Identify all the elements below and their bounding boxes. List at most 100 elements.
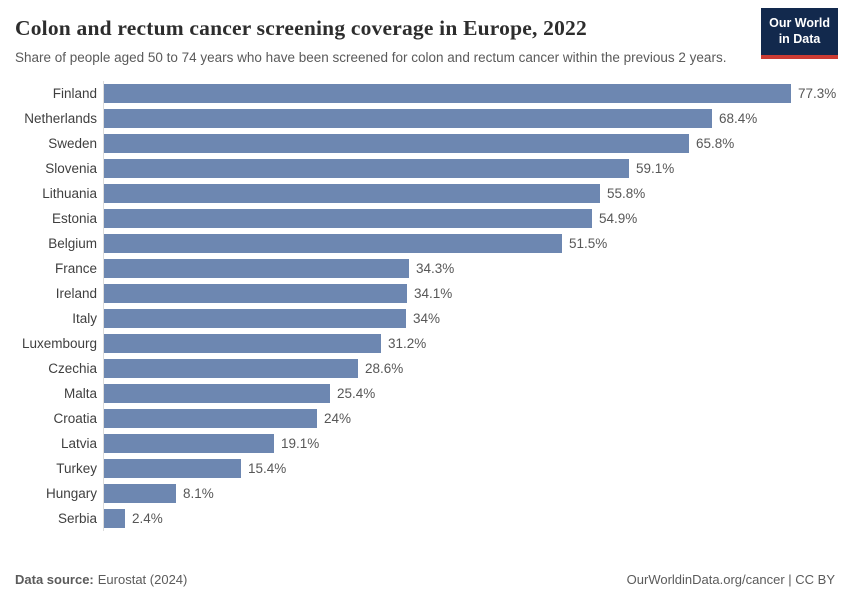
bar-track: 68.4% <box>103 106 835 132</box>
bar[interactable] <box>104 409 317 429</box>
bar-track: 15.4% <box>103 456 835 482</box>
value-label: 54.9% <box>599 211 638 227</box>
bar[interactable] <box>104 309 406 329</box>
footer-attribution: OurWorldinData.org/cancer | CC BY <box>627 572 835 587</box>
bar[interactable] <box>104 359 358 379</box>
chart-row: Croatia 24% <box>15 406 835 432</box>
value-label: 59.1% <box>636 161 675 177</box>
bar-track: 34.1% <box>103 281 835 307</box>
bar[interactable] <box>104 384 330 404</box>
chart-row: Estonia 54.9% <box>15 206 835 232</box>
data-source-value: Eurostat (2024) <box>97 572 188 587</box>
license-label: CC BY <box>795 572 835 587</box>
chart-row: Turkey 15.4% <box>15 456 835 482</box>
owid-url-link[interactable]: OurWorldinData.org/cancer <box>626 572 785 587</box>
owid-logo[interactable]: Our World in Data <box>761 8 838 59</box>
bar[interactable] <box>104 84 791 104</box>
bar[interactable] <box>104 134 689 154</box>
country-label: Luxembourg <box>21 336 97 352</box>
value-label: 34% <box>413 311 441 327</box>
chart-row: Serbia 2.4% <box>15 506 835 532</box>
country-label: Estonia <box>51 211 97 227</box>
bar[interactable] <box>104 434 274 454</box>
value-label: 25.4% <box>337 386 376 402</box>
value-label: 51.5% <box>569 236 608 252</box>
country-label: Hungary <box>45 486 97 502</box>
bar-track: 24% <box>103 406 835 432</box>
bar[interactable] <box>104 184 600 204</box>
value-label: 65.8% <box>696 136 735 152</box>
owid-logo-line2: in Data <box>778 32 821 47</box>
chart-row: Sweden 65.8% <box>15 131 835 157</box>
chart-footer: Data source: Eurostat (2024) OurWorldinDa… <box>15 572 835 587</box>
chart-rows: Finland 77.3% Netherlands 68.4% Sweden 65.8% S… <box>15 81 837 532</box>
bar-chart: Finland 77.3% Netherlands 68.4% Sweden 65.8% S… <box>0 81 850 532</box>
country-label: Czechia <box>48 361 97 377</box>
bar[interactable] <box>104 509 125 529</box>
bar[interactable] <box>104 259 409 279</box>
bar-track: 51.5% <box>103 231 835 257</box>
value-label: 28.6% <box>365 361 404 377</box>
bar[interactable] <box>104 159 629 179</box>
bar-track: 59.1% <box>103 156 835 182</box>
value-label: 68.4% <box>719 111 758 127</box>
data-source-label: Data source: <box>15 572 94 587</box>
bar[interactable] <box>104 484 176 504</box>
bar-track: 54.9% <box>103 206 835 232</box>
bar[interactable] <box>104 109 712 129</box>
data-source: Data source: Eurostat (2024) <box>15 572 187 587</box>
chart-row: Lithuania 55.8% <box>15 181 835 207</box>
chart-row: Netherlands 68.4% <box>15 106 835 132</box>
country-label: Slovenia <box>45 161 97 177</box>
bar[interactable] <box>104 234 562 254</box>
country-label: Belgium <box>48 236 97 252</box>
chart-header: Colon and rectum cancer screening covera… <box>0 0 850 67</box>
owid-logo-line1: Our World <box>769 16 830 30</box>
bar[interactable] <box>104 284 407 304</box>
value-label: 2.4% <box>132 511 163 527</box>
bar-track: 77.3% <box>103 81 837 107</box>
bar-track: 34% <box>103 306 835 332</box>
country-label: Latvia <box>60 436 97 452</box>
bar[interactable] <box>104 209 592 229</box>
bar-track: 65.8% <box>103 131 835 157</box>
bar-track: 31.2% <box>103 331 835 357</box>
bar-track: 8.1% <box>103 481 835 507</box>
country-label: Finland <box>52 86 97 102</box>
chart-row: Malta 25.4% <box>15 381 835 407</box>
country-label: Serbia <box>57 511 97 527</box>
chart-row: Finland 77.3% <box>15 81 837 107</box>
bar[interactable] <box>104 459 241 479</box>
bar-track: 25.4% <box>103 381 835 407</box>
bar[interactable] <box>104 334 381 354</box>
bar-track: 2.4% <box>103 506 835 532</box>
chart-row: Slovenia 59.1% <box>15 156 835 182</box>
country-label: Lithuania <box>42 186 97 202</box>
value-label: 77.3% <box>798 86 837 102</box>
bar-track: 19.1% <box>103 431 835 457</box>
country-label: Turkey <box>56 461 97 477</box>
chart-row: Ireland 34.1% <box>15 281 835 307</box>
country-label: Italy <box>72 311 97 327</box>
bar-track: 34.3% <box>103 256 835 282</box>
chart-row: Belgium 51.5% <box>15 231 835 257</box>
value-label: 8.1% <box>183 486 214 502</box>
value-label: 34.1% <box>414 286 453 302</box>
country-label: Netherlands <box>24 111 97 127</box>
chart-row: Latvia 19.1% <box>15 431 835 457</box>
chart-row: Hungary 8.1% <box>15 481 835 507</box>
page-title: Colon and rectum cancer screening covera… <box>15 16 587 40</box>
footer-separator: | <box>784 572 796 587</box>
country-label: Malta <box>63 386 97 402</box>
chart-row: France 34.3% <box>15 256 835 282</box>
value-label: 55.8% <box>607 186 646 202</box>
chart-subtitle: Share of people aged 50 to 74 years who … <box>15 50 727 65</box>
chart-row: Italy 34% <box>15 306 835 332</box>
country-label: Sweden <box>48 136 97 152</box>
value-label: 15.4% <box>248 461 287 477</box>
country-label: Ireland <box>55 286 97 302</box>
value-label: 24% <box>324 411 352 427</box>
value-label: 31.2% <box>388 336 427 352</box>
bar-track: 28.6% <box>103 356 835 382</box>
